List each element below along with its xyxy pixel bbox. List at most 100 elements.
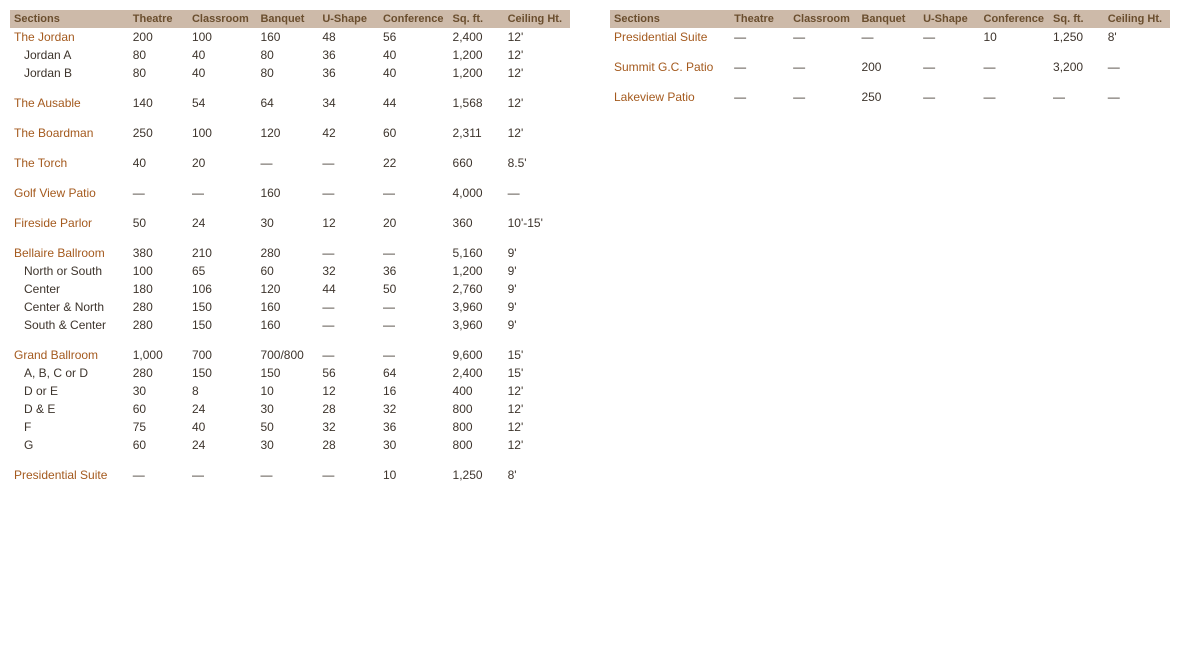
cell-theatre: 180 <box>129 280 188 298</box>
cell-sqft: 400 <box>449 382 504 400</box>
table-row: North or South100656032361,2009' <box>10 262 570 280</box>
cell-classroom: 106 <box>188 280 256 298</box>
table-row: The Ausable140546434441,56812' <box>10 94 570 112</box>
cell-sqft: 2,400 <box>449 364 504 382</box>
cell-banquet: 250 <box>857 88 919 106</box>
cell-theatre: 75 <box>129 418 188 436</box>
spacer-row <box>10 82 570 94</box>
cell-sqft: 3,960 <box>449 298 504 316</box>
cell-theatre: — <box>730 28 789 46</box>
cell-sqft: 2,400 <box>449 28 504 46</box>
cell-theatre: 250 <box>129 124 188 142</box>
section-name: G <box>10 436 129 454</box>
cell-sqft: 5,160 <box>449 244 504 262</box>
section-name: Center <box>10 280 129 298</box>
section-name: D or E <box>10 382 129 400</box>
table-row: Presidential Suite————101,2508' <box>10 466 570 484</box>
cell-sqft: 1,250 <box>449 466 504 484</box>
cell-ushape: 34 <box>318 94 379 112</box>
cell-sqft: 2,760 <box>449 280 504 298</box>
section-name: Center & North <box>10 298 129 316</box>
table-row: Lakeview Patio——250———— <box>610 88 1170 106</box>
section-name: Presidential Suite <box>610 28 730 46</box>
cell-sqft: 4,000 <box>449 184 504 202</box>
cell-ushape: 28 <box>318 400 379 418</box>
cell-ceil: 12' <box>504 94 570 112</box>
col-theatre: Theatre <box>730 10 789 28</box>
cell-banquet: 64 <box>256 94 318 112</box>
cell-sqft: 1,200 <box>449 262 504 280</box>
cell-ceil: 9' <box>504 244 570 262</box>
section-name: Golf View Patio <box>10 184 129 202</box>
cell-sqft: 1,568 <box>449 94 504 112</box>
cell-sqft: 3,200 <box>1049 58 1104 76</box>
left-column: Sections Theatre Classroom Banquet U-Sha… <box>10 10 570 484</box>
cell-ushape: 56 <box>318 364 379 382</box>
cell-ushape: 32 <box>318 418 379 436</box>
cell-ceil: — <box>1104 88 1170 106</box>
cell-ushape: — <box>318 244 379 262</box>
table-row: F754050323680012' <box>10 418 570 436</box>
section-name: The Torch <box>10 154 129 172</box>
col-sqft: Sq. ft. <box>449 10 504 28</box>
cell-theatre: 50 <box>129 214 188 232</box>
cell-sqft: 800 <box>449 418 504 436</box>
table-row: Grand Ballroom1,000700700/800——9,60015' <box>10 346 570 364</box>
cell-conference: 36 <box>379 418 449 436</box>
table-row: Summit G.C. Patio——200——3,200— <box>610 58 1170 76</box>
cell-theatre: 280 <box>129 316 188 334</box>
table-row: The Torch4020——226608.5' <box>10 154 570 172</box>
cell-ushape: — <box>318 316 379 334</box>
cell-sqft: 1,200 <box>449 64 504 82</box>
cell-conference: 50 <box>379 280 449 298</box>
cell-classroom: 210 <box>188 244 256 262</box>
cell-theatre: 200 <box>129 28 188 46</box>
cell-conference: 20 <box>379 214 449 232</box>
section-name: Jordan B <box>10 64 129 82</box>
spacer-row <box>10 232 570 244</box>
cell-banquet: 160 <box>256 316 318 334</box>
section-name: Jordan A <box>10 46 129 64</box>
cell-conference: 36 <box>379 262 449 280</box>
cell-banquet: 200 <box>857 58 919 76</box>
table-row: D or E30810121640012' <box>10 382 570 400</box>
cell-banquet: 160 <box>256 184 318 202</box>
cell-theatre: — <box>129 184 188 202</box>
cell-theatre: — <box>730 58 789 76</box>
cell-ceil: 12' <box>504 124 570 142</box>
cell-theatre: 40 <box>129 154 188 172</box>
cell-ceil: 8' <box>504 466 570 484</box>
cell-conference: 44 <box>379 94 449 112</box>
cell-ceil: 15' <box>504 346 570 364</box>
cell-banquet: 120 <box>256 124 318 142</box>
col-sections: Sections <box>10 10 129 28</box>
table-row: G602430283080012' <box>10 436 570 454</box>
table-row: D & E602430283280012' <box>10 400 570 418</box>
spacer-row <box>10 334 570 346</box>
cell-ceil: 9' <box>504 298 570 316</box>
cell-ceil: — <box>504 184 570 202</box>
col-sections: Sections <box>610 10 730 28</box>
cell-banquet: — <box>857 28 919 46</box>
section-name: Lakeview Patio <box>610 88 730 106</box>
col-ceiling: Ceiling Ht. <box>1104 10 1170 28</box>
cell-ushape: 32 <box>318 262 379 280</box>
cell-classroom: 150 <box>188 364 256 382</box>
table-row: South & Center280150160——3,9609' <box>10 316 570 334</box>
cell-conference: 56 <box>379 28 449 46</box>
cell-conference: 16 <box>379 382 449 400</box>
cell-classroom: 100 <box>188 124 256 142</box>
section-name: F <box>10 418 129 436</box>
cell-ushape: — <box>919 28 979 46</box>
cell-ushape: — <box>318 466 379 484</box>
cell-banquet: 30 <box>256 214 318 232</box>
cell-theatre: 80 <box>129 46 188 64</box>
cell-conference: — <box>980 88 1050 106</box>
cell-ceil: 9' <box>504 316 570 334</box>
cell-conference: 64 <box>379 364 449 382</box>
cell-conference: 10 <box>379 466 449 484</box>
capacity-table-right: Sections Theatre Classroom Banquet U-Sha… <box>610 10 1170 106</box>
cell-theatre: 60 <box>129 400 188 418</box>
cell-ushape: 36 <box>318 46 379 64</box>
cell-ushape: — <box>919 58 979 76</box>
